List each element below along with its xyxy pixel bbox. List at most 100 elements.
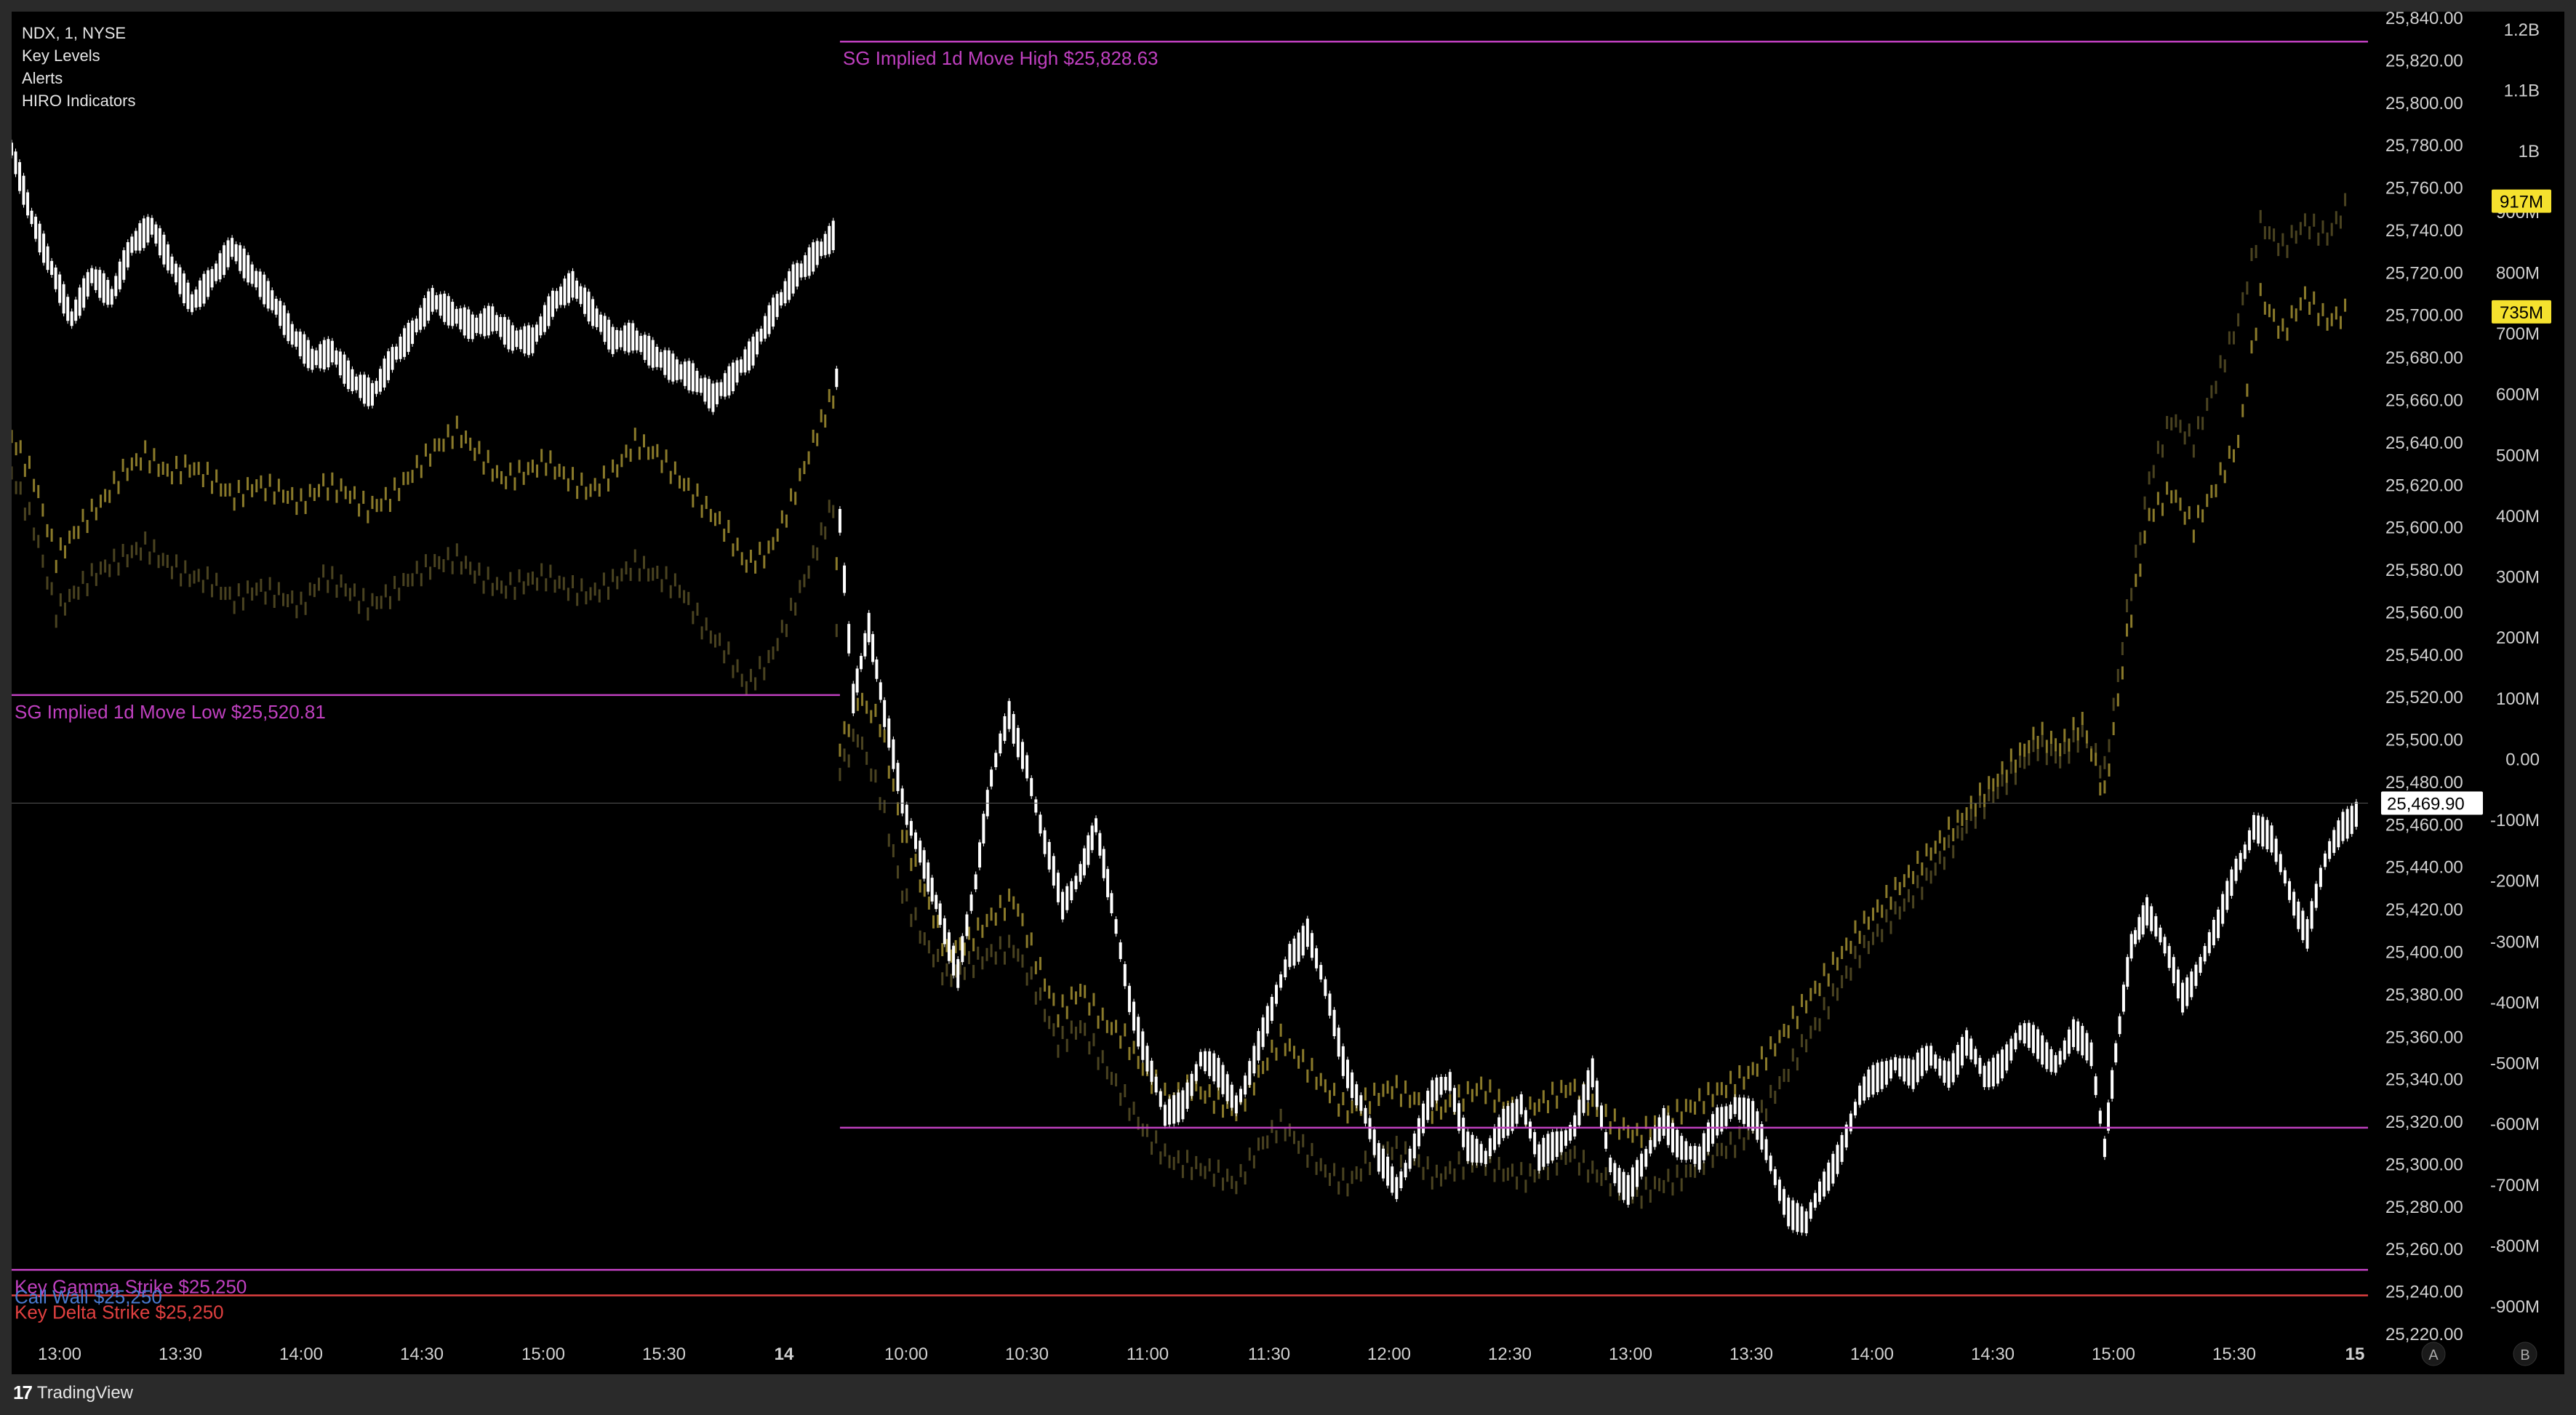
axis-button-b[interactable]	[2513, 1342, 2537, 1366]
hiro-secondary-bar	[990, 944, 993, 958]
hiro-primary-bar	[1262, 1061, 1265, 1075]
hiro-secondary-bar	[402, 572, 405, 586]
hiro-primary-bar	[1110, 1022, 1113, 1035]
hiro-secondary-bar	[251, 587, 254, 601]
hiro-primary-bar	[1996, 774, 1999, 787]
price-candle	[1012, 714, 1015, 744]
price-candle	[455, 308, 458, 324]
hiro-secondary-bar	[1992, 790, 1995, 804]
price-candle	[1626, 1175, 1630, 1205]
hiro-secondary-bar	[180, 573, 183, 587]
price-candle	[2176, 969, 2180, 999]
hiro-secondary-bar	[1556, 1162, 1559, 1176]
level-label[interactable]: SG Implied 1d Move Low $25,520.81	[15, 701, 326, 723]
hiro-primary-bar	[527, 462, 529, 476]
level-label[interactable]: Key Delta Strike $25,250	[15, 1301, 224, 1323]
price-candle	[1163, 1105, 1167, 1126]
price-candle	[756, 332, 759, 355]
price-candle	[1239, 1089, 1243, 1102]
hiro-primary-bar	[367, 510, 369, 524]
hiro-secondary-bar	[1404, 1141, 1407, 1155]
hiro-primary-bar	[63, 545, 66, 559]
indicator-key-levels[interactable]: Key Levels	[22, 47, 100, 65]
hiro-primary-bar	[625, 444, 628, 458]
price-candle	[1319, 965, 1323, 979]
axis-button-a[interactable]	[2421, 1342, 2446, 1366]
hiro-primary-bar	[1623, 1117, 1625, 1131]
hiro-primary-bar	[206, 462, 209, 476]
price-candle	[2137, 917, 2141, 940]
price-candle	[691, 363, 695, 392]
price-candle	[2098, 1110, 2102, 1124]
price-candle	[1497, 1117, 1501, 1145]
hiro-primary-bar	[2317, 313, 2320, 326]
hiro-primary-bar	[633, 428, 636, 441]
hiro-tick-label: 300M	[2496, 568, 2540, 588]
hiro-secondary-bar	[1609, 1183, 1612, 1197]
hiro-primary-bar	[1030, 932, 1033, 946]
price-candle	[1777, 1179, 1781, 1201]
price-candle	[759, 329, 763, 342]
hiro-secondary-bar	[1658, 1178, 1661, 1192]
price-candle	[615, 329, 619, 350]
hiro-primary-bar	[2326, 317, 2329, 331]
hiro-primary-bar	[1943, 837, 1945, 851]
price-candle	[475, 317, 479, 333]
hiro-secondary-bar	[1774, 1091, 1777, 1105]
hiro-secondary-bar	[2063, 741, 2066, 755]
level-label[interactable]: Call Wall $25,250	[15, 1286, 162, 1307]
price-candle	[780, 292, 783, 306]
price-candle	[799, 263, 803, 278]
hiro-primary-bar	[50, 528, 53, 542]
hiro-secondary-bar	[1716, 1143, 1719, 1157]
price-candle	[1377, 1143, 1380, 1172]
hiro-primary-bar	[2121, 666, 2124, 680]
price-candle	[1422, 1103, 1425, 1134]
hiro-primary-bar	[251, 484, 254, 497]
hiro-primary-bar	[1377, 1093, 1380, 1107]
hiro-primary-bar	[1212, 1100, 1215, 1114]
price-candle	[1599, 1105, 1603, 1128]
tradingview-logo[interactable]: 17 TradingView	[13, 1382, 133, 1404]
price-candle	[2134, 930, 2137, 945]
hiro-primary-bar	[945, 939, 948, 953]
hiro-primary-bar	[740, 552, 743, 566]
hiro-primary-bar	[1631, 1129, 1634, 1143]
symbol-label[interactable]: NDX, 1, NYSE	[22, 24, 127, 42]
hiro-primary-bar	[255, 479, 258, 493]
hiro-primary-bar	[2250, 340, 2253, 354]
hiro-primary-bar	[832, 396, 835, 409]
hiro-primary-bar	[1617, 1126, 1620, 1140]
price-candle	[1457, 1103, 1461, 1131]
level-label[interactable]: SG Implied 1d Move High $25,828.63	[843, 47, 1159, 69]
hiro-primary-bar	[1266, 1057, 1269, 1071]
hiro-secondary-bar	[1604, 1167, 1607, 1181]
hiro-primary-bar	[545, 462, 548, 476]
chart-canvas[interactable]: SG Implied 1d Move High $25,828.63 SG Imp…	[12, 12, 2564, 1374]
price-candle	[2234, 858, 2238, 881]
hiro-primary-bar	[37, 485, 40, 499]
price-candle	[2217, 909, 2220, 939]
indicator-alerts[interactable]: Alerts	[22, 69, 63, 87]
hiro-secondary-bar	[1315, 1161, 1318, 1175]
price-candle	[1070, 881, 1073, 901]
hiro-primary-bar	[2072, 717, 2075, 731]
hiro-secondary-bar	[224, 587, 227, 601]
price-candle	[1631, 1167, 1634, 1197]
hiro-secondary-bar	[856, 734, 859, 747]
price-candle	[1791, 1200, 1795, 1230]
level-label[interactable]: Key Gamma Strike $25,250	[15, 1275, 247, 1297]
price-candle	[330, 340, 334, 363]
price-candle	[978, 842, 982, 867]
price-candle	[2328, 841, 2332, 859]
indicator-hiro[interactable]: HIRO Indicators	[22, 92, 136, 110]
price-candle	[1559, 1131, 1563, 1153]
hiro-secondary-bar	[1457, 1151, 1460, 1165]
hiro-primary-bar	[572, 467, 575, 481]
hiro-secondary-bar	[1667, 1169, 1670, 1182]
hiro-secondary-bar	[1186, 1150, 1189, 1163]
hiro-secondary-bar	[660, 579, 663, 593]
hiro-secondary-bar	[308, 582, 311, 596]
hiro-secondary-bar	[237, 583, 240, 597]
hiro-secondary-bar	[625, 561, 628, 575]
